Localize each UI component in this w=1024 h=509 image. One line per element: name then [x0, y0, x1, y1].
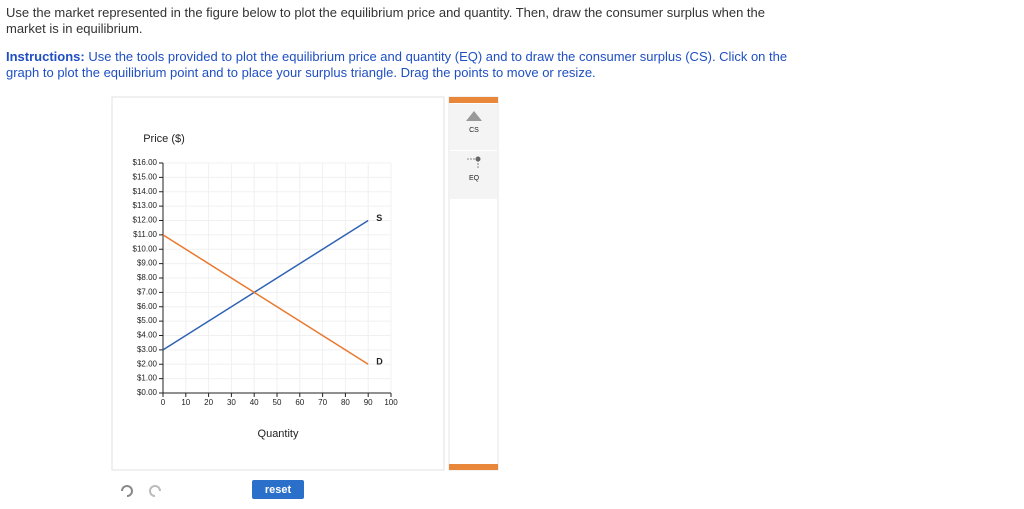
chart-panel[interactable]	[111, 96, 445, 471]
reset-button[interactable]	[252, 480, 304, 499]
curve	[162, 219, 369, 351]
y-tick-label: $6.00	[137, 302, 158, 311]
y-tick-label: $10.00	[133, 244, 158, 253]
y-axis-label: Price ($)	[143, 133, 185, 145]
x-tick-label: 50	[273, 398, 282, 407]
tool-label: EQ	[469, 175, 480, 182]
y-tick-label: $15.00	[133, 172, 158, 181]
x-tick-label: 100	[384, 398, 398, 407]
tool-panel-top-bar	[449, 97, 498, 103]
undo-button[interactable]	[121, 485, 133, 497]
x-tick-label: 80	[341, 398, 350, 407]
instructions-label: Instructions:	[6, 49, 85, 64]
tool-label: CS	[469, 127, 479, 134]
x-tick-label: 60	[295, 398, 304, 407]
reset-label: reset	[265, 484, 292, 496]
y-tick-label: $8.00	[137, 273, 158, 282]
tool-panel-bottom-bar	[449, 464, 498, 470]
curve	[162, 234, 369, 365]
x-tick-label: 70	[318, 398, 327, 407]
y-tick-label: $3.00	[137, 345, 158, 354]
y-tick-label: $5.00	[137, 316, 158, 325]
curve-label: D	[376, 357, 383, 367]
x-tick-label: 30	[227, 398, 236, 407]
y-tick-label: $7.00	[137, 287, 158, 296]
question: Use the market represented in the figure…	[6, 5, 765, 36]
x-tick-label: 90	[364, 398, 373, 407]
x-axis-label: Quantity	[258, 428, 299, 440]
instructions-text: Use the tools provided to plot the equil…	[6, 49, 788, 80]
y-tick-label: $13.00	[133, 201, 158, 210]
eq-icon-point	[475, 156, 481, 162]
cs-icon	[466, 111, 482, 121]
y-tick-label: $4.00	[137, 331, 158, 340]
y-tick-label: $11.00	[133, 230, 157, 239]
y-tick-label: $16.00	[133, 158, 158, 167]
instructions: Instructions: Use the tools provided to …	[6, 49, 796, 81]
y-tick-label: $9.00	[137, 259, 158, 268]
y-tick-label: $14.00	[133, 187, 158, 196]
x-tick-label: 40	[250, 398, 259, 407]
x-tick-label: 10	[181, 398, 190, 407]
y-tick-label: $1.00	[137, 374, 158, 383]
y-tick-label: $0.00	[137, 388, 158, 397]
x-tick-label: 20	[204, 398, 213, 407]
redo-button[interactable]	[149, 485, 161, 497]
curve-label: S	[376, 213, 382, 223]
x-tick-label: 0	[161, 398, 166, 407]
y-tick-label: $2.00	[137, 359, 158, 368]
y-tick-label: $12.00	[133, 216, 158, 225]
